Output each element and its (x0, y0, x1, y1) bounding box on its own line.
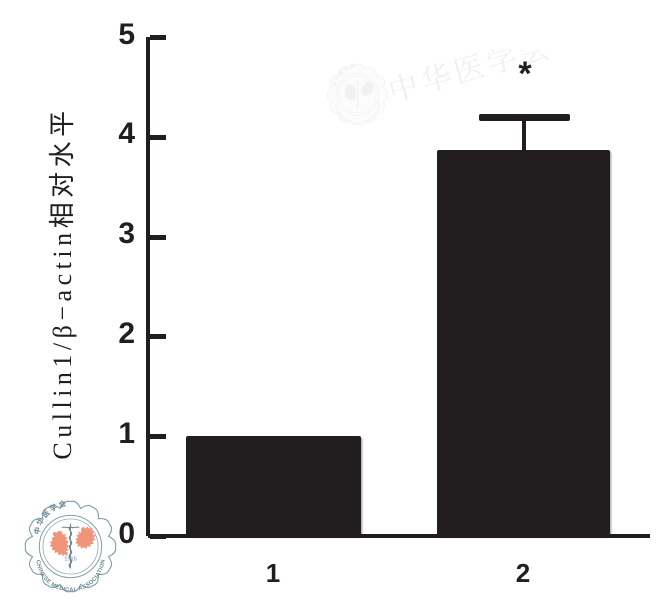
svg-text:中华医学会: 中华医学会 (390, 50, 558, 111)
svg-text:1915: 1915 (64, 556, 76, 562)
